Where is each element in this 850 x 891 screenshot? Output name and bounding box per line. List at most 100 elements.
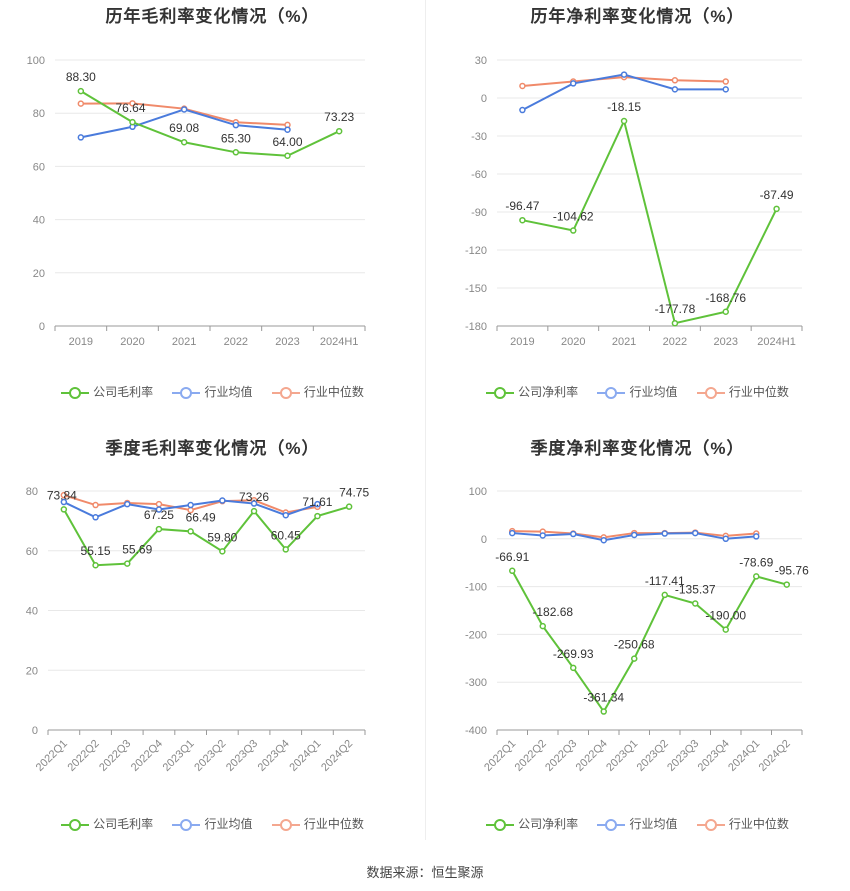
data-label: -117.41 <box>645 574 685 588</box>
data-labels: 73.84 55.15 55.69 67.25 66.49 59.80 73.26 60.45… <box>47 486 370 559</box>
data-label: -104.62 <box>553 210 594 224</box>
industry-avg-series <box>509 529 760 544</box>
quarterly-net-margin-chart: -400-300-200-10001002022Q12022Q22022Q320… <box>465 486 809 774</box>
data-point <box>77 134 85 141</box>
legend-company[interactable]: 公司净利率 <box>486 815 578 832</box>
data-label: 71.61 <box>302 495 332 509</box>
data-label: -250.68 <box>614 638 655 652</box>
data-label: 73.84 <box>47 488 77 502</box>
data-label: 65.30 <box>221 131 251 145</box>
legend-industry-avg[interactable]: 行业均值 <box>172 383 253 400</box>
series-line <box>62 505 350 567</box>
data-point <box>124 500 131 508</box>
y-gridlines: -180 -150 -120 -90 -60 -30 0 30 <box>465 55 802 333</box>
data-point <box>753 573 760 580</box>
series-line <box>522 118 778 325</box>
x-axis: 2022Q12022Q22022Q32022Q42023Q12023Q22023… <box>482 730 803 774</box>
x-tick-label: 2021 <box>172 336 196 348</box>
x-tick-label: 2023Q4 <box>256 738 292 774</box>
data-point <box>519 82 526 90</box>
data-source-note: 数据来源：恒生聚源 <box>366 865 484 880</box>
legend-marker-icon <box>271 818 300 831</box>
x-tick-label: 2024H1 <box>757 336 796 348</box>
data-point <box>180 138 188 146</box>
legend-industry-avg[interactable]: 行业均值 <box>172 815 253 832</box>
company-series <box>509 567 790 715</box>
legend-company[interactable]: 公司毛利率 <box>61 383 153 400</box>
data-label: 55.69 <box>122 543 152 557</box>
legend-industry-median[interactable]: 行业中位数 <box>696 815 789 832</box>
legend-company[interactable]: 公司净利率 <box>486 383 578 400</box>
legend-marker-icon <box>61 386 90 399</box>
quarterly-gross-margin-panel: 季度毛利率变化情况（%） 0 20 40 60 80 2022Q1 2022Q2 2022Q3… <box>0 432 425 862</box>
y-tick-label: 100 <box>27 55 45 67</box>
y-tick-label: 60 <box>33 161 45 173</box>
annual-net-margin-panel: 历年净利率变化情况（%） -180 -150 -120 -90 -60 -30 0 30 201… <box>425 0 850 430</box>
data-label: -96.47 <box>505 199 539 213</box>
legend-industry-median[interactable]: 行业中位数 <box>271 383 364 400</box>
data-point <box>783 581 790 588</box>
chart-title: 季度净利率变化情况（%） <box>530 439 745 458</box>
data-label: 60.45 <box>271 528 301 542</box>
data-point <box>232 149 240 156</box>
data-point <box>232 121 240 129</box>
series-line <box>511 570 788 714</box>
data-point <box>722 86 729 93</box>
x-tick-label: 2023Q3 <box>224 738 260 774</box>
data-label: -18.15 <box>607 100 641 114</box>
data-label: -190.00 <box>705 609 746 623</box>
legend-marker-icon <box>696 386 725 399</box>
data-point <box>509 529 516 537</box>
y-tick-label: -100 <box>465 582 487 594</box>
data-point <box>631 655 638 662</box>
y-tick-label: 30 <box>475 55 487 67</box>
x-axis: 2022Q12022Q22022Q32022Q42023Q12023Q22023… <box>34 730 366 774</box>
data-label: 73.23 <box>324 110 354 124</box>
x-tick-label: 2019 <box>69 336 93 348</box>
data-point <box>722 535 729 543</box>
legend-industry-avg[interactable]: 行业均值 <box>597 815 678 832</box>
x-tick-label: 2024Q1 <box>287 738 323 774</box>
panel-divider <box>425 0 426 840</box>
data-point <box>155 506 163 513</box>
data-label: 66.49 <box>186 510 216 524</box>
y-tick-label: -150 <box>465 283 487 295</box>
y-tick-label: -30 <box>471 131 487 143</box>
x-tick-label: 2022Q3 <box>97 738 133 774</box>
data-point <box>509 567 516 575</box>
legend-company[interactable]: 公司毛利率 <box>61 815 153 832</box>
data-point <box>60 506 68 513</box>
x-tick-label: 2023Q1 <box>604 738 640 774</box>
x-tick-label: 2022Q1 <box>34 738 70 774</box>
x-tick-label: 2023 <box>714 336 738 348</box>
data-labels: -96.47 -104.62 -18.15 -177.78 -168.76 -87.49 <box>505 100 794 316</box>
data-point <box>250 500 258 507</box>
data-point <box>620 71 628 78</box>
legend-marker-icon <box>486 818 515 831</box>
chart-legend: 公司毛利率 行业均值 行业中位数 <box>0 383 425 400</box>
x-tick-label: 2023Q2 <box>635 738 671 774</box>
legend-industry-median[interactable]: 行业中位数 <box>696 383 789 400</box>
data-point <box>92 514 99 521</box>
data-point <box>661 591 668 599</box>
data-point <box>519 216 526 224</box>
data-point <box>620 117 628 125</box>
data-point <box>187 528 194 535</box>
x-tick-label: 2020 <box>561 336 585 348</box>
data-point <box>570 530 577 538</box>
data-point <box>773 205 780 213</box>
x-axis: 2019 2020 2021 2022 2023 2024H1 <box>54 326 366 348</box>
legend-marker-icon <box>271 386 300 399</box>
data-label: 73.26 <box>239 490 269 504</box>
legend-industry-median[interactable]: 行业中位数 <box>271 815 364 832</box>
legend-industry-avg[interactable]: 行业均值 <box>597 383 678 400</box>
data-point <box>600 708 607 715</box>
legend-marker-icon <box>597 818 626 831</box>
y-tick-label: 40 <box>26 606 38 618</box>
y-tick-label: 60 <box>26 546 38 558</box>
data-point <box>92 501 99 509</box>
y-tick-label: 0 <box>39 321 45 333</box>
data-point <box>282 546 289 553</box>
legend-marker-icon <box>486 386 515 399</box>
x-tick-label: 2022Q4 <box>574 738 610 774</box>
